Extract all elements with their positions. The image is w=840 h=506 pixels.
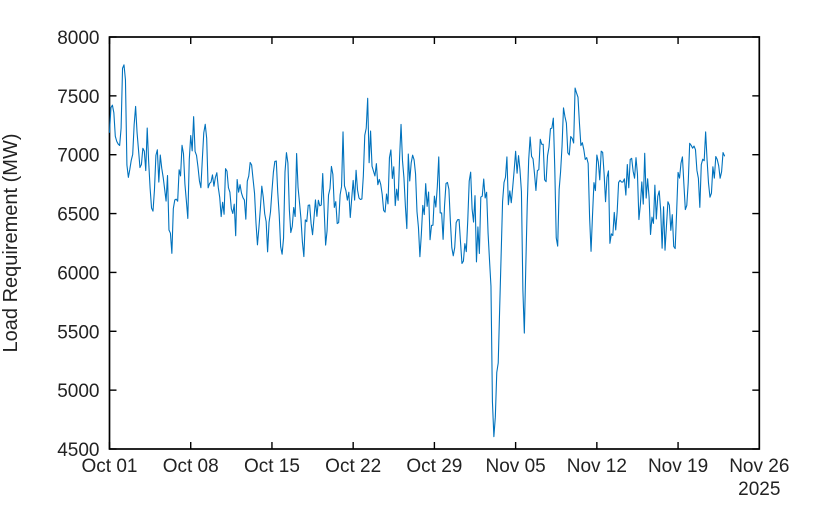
svg-text:Oct 29: Oct 29 xyxy=(406,456,462,477)
svg-text:2025: 2025 xyxy=(738,479,780,500)
svg-text:Nov 19: Nov 19 xyxy=(648,456,708,477)
svg-text:Nov 05: Nov 05 xyxy=(486,456,546,477)
svg-text:Oct 22: Oct 22 xyxy=(325,456,381,477)
svg-text:6500: 6500 xyxy=(57,205,99,226)
svg-text:Oct 15: Oct 15 xyxy=(244,456,300,477)
svg-text:5500: 5500 xyxy=(57,322,99,343)
svg-text:Nov 26: Nov 26 xyxy=(729,456,789,477)
svg-text:5000: 5000 xyxy=(57,381,99,402)
svg-text:7000: 7000 xyxy=(57,146,99,167)
svg-text:8000: 8000 xyxy=(57,28,99,49)
svg-text:Nov 12: Nov 12 xyxy=(567,456,627,477)
svg-text:7500: 7500 xyxy=(57,87,99,108)
svg-text:Oct 08: Oct 08 xyxy=(163,456,219,477)
svg-text:6000: 6000 xyxy=(57,263,99,284)
svg-text:Load Requirement (MW): Load Requirement (MW) xyxy=(0,134,22,353)
svg-text:4500: 4500 xyxy=(57,440,99,461)
